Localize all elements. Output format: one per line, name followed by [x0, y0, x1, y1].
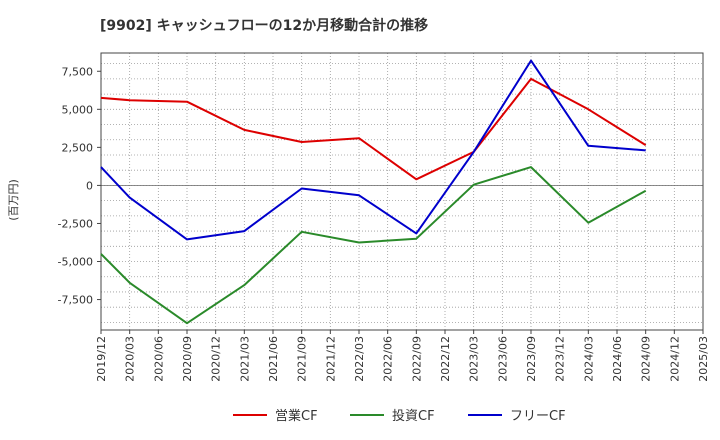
- y-tick-label: 2,500: [62, 141, 94, 154]
- series-line-投資CF: [100, 166, 647, 325]
- axes-layer: 7,500 5,000 2,500 0 -2,500 -5,000 -7,500 2019/1…: [58, 52, 710, 382]
- legend-label: フリーCF: [510, 409, 566, 424]
- x-tick-label: 2020/03: [124, 336, 137, 382]
- x-tick-label: 2023/12: [554, 336, 567, 382]
- y-axis-label: (百万円): [7, 179, 20, 221]
- x-tick-label: 2020/12: [210, 336, 223, 382]
- legend-item: 投資CF: [350, 408, 435, 424]
- x-tick-label: 2021/06: [267, 336, 280, 382]
- x-tick-label: 2021/09: [296, 336, 309, 382]
- grid-layer: [101, 53, 703, 330]
- y-tick-label: -5,000: [58, 256, 93, 269]
- x-tick-label: 2024/03: [582, 336, 595, 382]
- y-tick-label: -7,500: [58, 294, 93, 307]
- x-tick-label: 2023/06: [496, 336, 509, 382]
- x-tick-label: 2023/09: [525, 336, 538, 382]
- x-tick-label: 2022/12: [439, 336, 452, 382]
- x-tick-label: 2022/03: [353, 336, 366, 382]
- x-tick-label: 2023/03: [468, 336, 481, 382]
- legend-item: フリーCF: [468, 409, 566, 424]
- x-tick-label: 2020/09: [181, 336, 194, 382]
- legend-label: 投資CF: [392, 408, 435, 424]
- x-tick-label: 2024/12: [668, 336, 681, 382]
- x-tick-label: 2021/12: [324, 336, 337, 382]
- legend-label: 営業CF: [275, 408, 318, 424]
- chart-title: [9902] キャッシュフローの12か月移動合計の推移: [100, 17, 428, 34]
- x-tick-label: 2020/06: [152, 336, 165, 382]
- x-tick-label: 2025/03: [697, 336, 710, 382]
- series-line-フリーCF: [100, 59, 646, 241]
- series-layer: [100, 59, 647, 325]
- plot-frame: [100, 52, 704, 331]
- y-tick-label: -2,500: [58, 217, 93, 230]
- x-tick-label: 2019/12: [95, 336, 108, 382]
- x-tick-label: 2022/09: [410, 336, 423, 382]
- x-tick-label: 2024/09: [640, 336, 653, 382]
- y-tick-label: 7,500: [62, 65, 94, 78]
- legend: 営業CF 投資CF フリーCF: [233, 408, 566, 424]
- x-tick-label: 2024/06: [611, 336, 624, 382]
- y-tick-label: 5,000: [62, 103, 94, 116]
- y-tick-label: 0: [86, 179, 93, 192]
- x-tick-label: 2022/06: [382, 336, 395, 382]
- x-tick-label: 2021/03: [238, 336, 251, 382]
- legend-item: 営業CF: [233, 408, 318, 424]
